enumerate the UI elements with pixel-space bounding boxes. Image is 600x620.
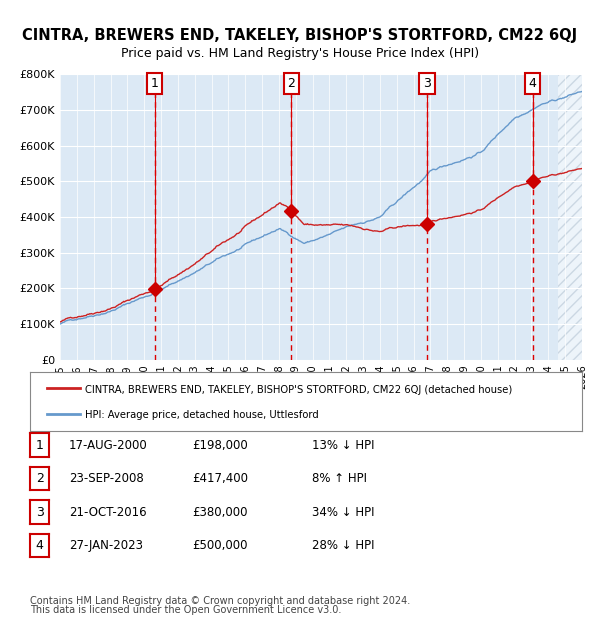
Text: 8% ↑ HPI: 8% ↑ HPI xyxy=(312,472,367,485)
Text: £198,000: £198,000 xyxy=(192,439,248,451)
Text: 13% ↓ HPI: 13% ↓ HPI xyxy=(312,439,374,451)
Text: £417,400: £417,400 xyxy=(192,472,248,485)
Text: 3: 3 xyxy=(35,506,44,518)
Text: 1: 1 xyxy=(35,439,44,451)
Text: CINTRA, BREWERS END, TAKELEY, BISHOP'S STORTFORD, CM22 6QJ: CINTRA, BREWERS END, TAKELEY, BISHOP'S S… xyxy=(22,28,578,43)
Text: Contains HM Land Registry data © Crown copyright and database right 2024.: Contains HM Land Registry data © Crown c… xyxy=(30,596,410,606)
Text: 1: 1 xyxy=(151,77,159,90)
Text: 2: 2 xyxy=(287,77,295,90)
Text: 4: 4 xyxy=(529,77,536,90)
Text: 34% ↓ HPI: 34% ↓ HPI xyxy=(312,506,374,518)
Text: £380,000: £380,000 xyxy=(192,506,248,518)
Text: 28% ↓ HPI: 28% ↓ HPI xyxy=(312,539,374,552)
Text: £500,000: £500,000 xyxy=(192,539,248,552)
Text: 27-JAN-2023: 27-JAN-2023 xyxy=(69,539,143,552)
Text: Price paid vs. HM Land Registry's House Price Index (HPI): Price paid vs. HM Land Registry's House … xyxy=(121,46,479,60)
Text: 4: 4 xyxy=(35,539,44,552)
Text: 21-OCT-2016: 21-OCT-2016 xyxy=(69,506,146,518)
Text: This data is licensed under the Open Government Licence v3.0.: This data is licensed under the Open Gov… xyxy=(30,605,341,615)
Text: CINTRA, BREWERS END, TAKELEY, BISHOP'S STORTFORD, CM22 6QJ (detached house): CINTRA, BREWERS END, TAKELEY, BISHOP'S S… xyxy=(85,384,512,395)
Text: HPI: Average price, detached house, Uttlesford: HPI: Average price, detached house, Uttl… xyxy=(85,410,319,420)
Text: 3: 3 xyxy=(423,77,431,90)
Text: 23-SEP-2008: 23-SEP-2008 xyxy=(69,472,144,485)
Text: 2: 2 xyxy=(35,472,44,485)
Text: 17-AUG-2000: 17-AUG-2000 xyxy=(69,439,148,451)
